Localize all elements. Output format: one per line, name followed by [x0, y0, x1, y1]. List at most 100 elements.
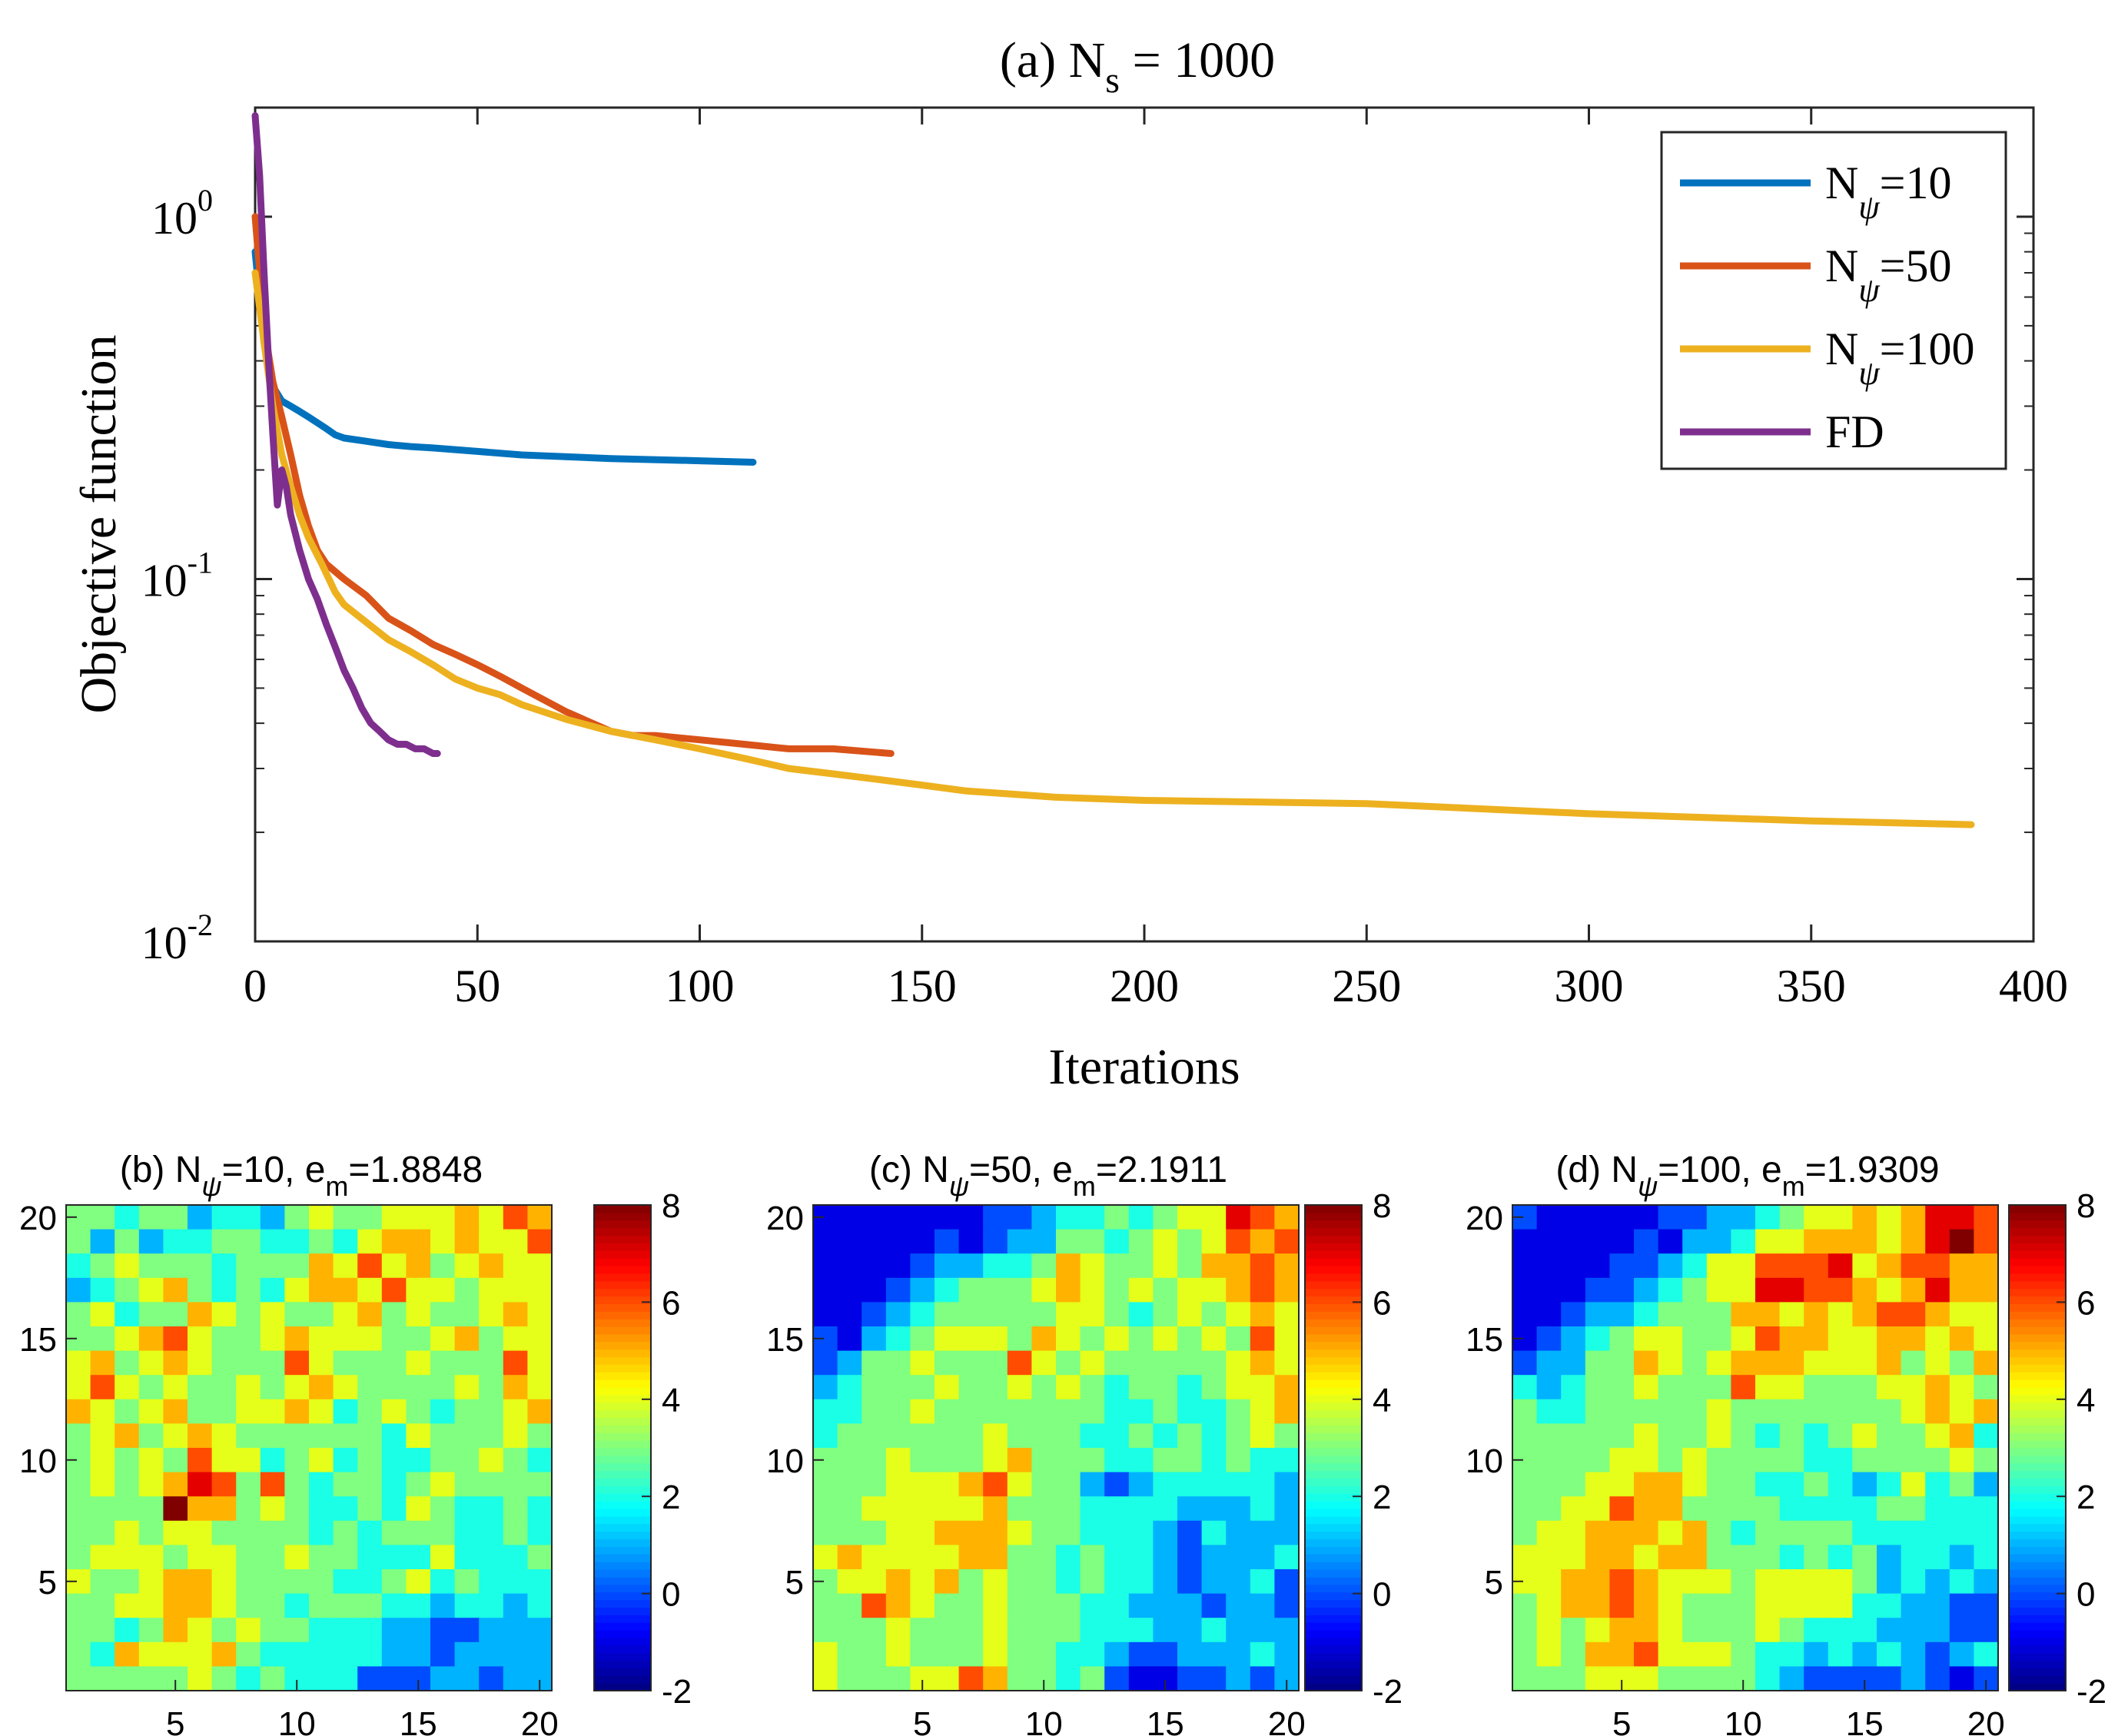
colorbar-segment	[1305, 1569, 1362, 1578]
heatmap-cell	[1804, 1375, 1829, 1400]
y-tick-label: 10-2	[141, 908, 213, 968]
heatmap-cell	[1153, 1253, 1178, 1279]
heatmap-cell	[1561, 1593, 1586, 1618]
heatmap-cell	[1104, 1618, 1130, 1643]
heatmap-cell	[1226, 1569, 1251, 1595]
heatmap-cell	[479, 1593, 504, 1618]
heatmap-cell	[1080, 1618, 1105, 1643]
heatmap-cell	[1536, 1569, 1562, 1595]
heatmap-cell	[284, 1326, 310, 1352]
heatmap-cell	[479, 1399, 504, 1424]
heatmap-cell	[1128, 1569, 1154, 1595]
colorbar-segment	[594, 1630, 651, 1638]
heatmap-cell	[1080, 1472, 1105, 1497]
heatmap-cell	[1852, 1472, 1877, 1497]
heatmap-cell	[1512, 1520, 1538, 1545]
heatmap-cell	[430, 1229, 456, 1254]
heatmap-cell	[1682, 1229, 1708, 1254]
colorbar-segment	[1305, 1235, 1362, 1243]
heatmap-cell	[1177, 1666, 1203, 1691]
colorbar-segment	[1305, 1387, 1362, 1396]
x-tick-label: 100	[666, 961, 735, 1011]
heatmap-cell	[357, 1472, 383, 1497]
heatmap-cell	[527, 1229, 553, 1254]
colorbar-segment	[594, 1333, 651, 1343]
colorbar-segment	[2009, 1409, 2066, 1419]
heatmap-cell	[1153, 1569, 1178, 1595]
heatmap-cell	[1536, 1520, 1562, 1545]
heatmap-cell	[138, 1641, 164, 1667]
colorbar-segment	[594, 1622, 651, 1631]
heatmap-cell	[260, 1496, 285, 1522]
heatmap-cell	[1852, 1448, 1877, 1473]
colorbar-segment	[594, 1539, 651, 1547]
heatmap-cell	[66, 1472, 91, 1497]
heatmap-cell	[861, 1618, 887, 1643]
heatmap-cell	[1682, 1520, 1708, 1545]
heatmap-cell	[66, 1666, 91, 1691]
heatmap-cell	[90, 1545, 115, 1570]
heatmap-cell	[90, 1253, 115, 1279]
heatmap-cell	[1731, 1302, 1756, 1327]
heatmap-cell	[1536, 1326, 1562, 1352]
heatmap-cell	[115, 1423, 140, 1449]
heatmap-cell	[115, 1205, 140, 1230]
heatmap-cell	[381, 1350, 407, 1376]
heatmap-cell	[260, 1205, 285, 1230]
heatmap-cell	[1536, 1253, 1562, 1279]
heatmap-cell	[1031, 1472, 1057, 1497]
colorbar-segment	[1305, 1349, 1362, 1358]
heatmap-cell	[138, 1496, 164, 1522]
heatmap-cell	[1250, 1350, 1275, 1376]
x-tick-label: 250	[1332, 961, 1401, 1011]
heatmap-cell	[1974, 1326, 1999, 1352]
heatmap-cell	[1561, 1545, 1586, 1570]
heatmap-cell	[503, 1350, 528, 1376]
heatmap-cell	[430, 1423, 456, 1449]
heatmap-cell	[1877, 1302, 1902, 1327]
heatmap-cell	[1056, 1350, 1081, 1376]
heatmap-cell	[1056, 1375, 1081, 1400]
heatmap-cell	[813, 1302, 838, 1327]
heatmap-cell	[1007, 1399, 1032, 1424]
heatmap-cell	[1226, 1423, 1251, 1449]
heatmap-cell	[1658, 1569, 1683, 1595]
heatmap-cell	[935, 1229, 960, 1254]
heatmap-cell	[479, 1302, 504, 1327]
heatmap-cell	[1104, 1520, 1130, 1545]
heatmap-cell	[1561, 1277, 1586, 1303]
colorbar-tick-label: 8	[662, 1187, 680, 1225]
heatmap-cell	[333, 1618, 358, 1643]
heatmap-cell	[1536, 1302, 1562, 1327]
heatmap-cell	[1755, 1593, 1781, 1618]
heatmap-cell	[309, 1350, 334, 1376]
heatmap-cell	[1128, 1641, 1154, 1667]
heatmap-cell	[1153, 1229, 1178, 1254]
heatmap-cell	[163, 1593, 188, 1618]
heatmap-cell	[958, 1545, 984, 1570]
heatmap-cell	[1104, 1593, 1130, 1618]
heatmap-cell	[1731, 1229, 1756, 1254]
heatmap-cell	[885, 1423, 911, 1449]
heatmap-cell	[357, 1448, 383, 1473]
heatmap-cell	[1974, 1350, 1999, 1376]
heatmap-cell	[138, 1666, 164, 1691]
heatmap-cell	[309, 1423, 334, 1449]
heatmap-cell	[1901, 1375, 1926, 1400]
heatmap-cell	[430, 1641, 456, 1667]
heatmap-cell	[1755, 1496, 1781, 1522]
heatmap-cell	[1877, 1253, 1902, 1279]
heatmap-cell	[406, 1277, 431, 1303]
heatmap-cell	[1080, 1277, 1105, 1303]
heatmap-cell	[309, 1205, 334, 1230]
heatmap-cell	[1226, 1350, 1251, 1376]
colorbar-segment	[1305, 1372, 1362, 1380]
heatmap-cell	[430, 1326, 456, 1352]
heatmap-cell	[138, 1277, 164, 1303]
heatmap-cell	[357, 1545, 383, 1570]
heatmap-cell	[1706, 1229, 1731, 1254]
heatmap-cell	[1128, 1666, 1154, 1691]
heatmap-cell	[163, 1399, 188, 1424]
heatmap-cell	[188, 1545, 213, 1570]
heatmap-cell	[885, 1399, 911, 1424]
